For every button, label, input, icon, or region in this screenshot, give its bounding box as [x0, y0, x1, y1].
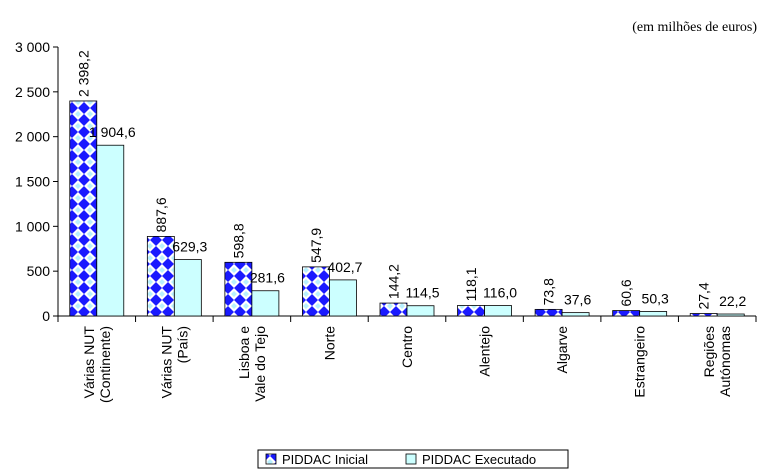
- bar-piddac-executado: [484, 305, 512, 317]
- data-label-inicial: 2 398,2: [75, 50, 91, 97]
- legend-label-executado: PIDDAC Executado: [422, 452, 536, 467]
- data-label-inicial: 887,6: [153, 197, 169, 232]
- y-tick-label: 500: [27, 263, 51, 279]
- x-tick-label: Norte: [321, 326, 337, 360]
- x-tick-label: Alentejo: [477, 326, 493, 377]
- legend: PIDDAC Inicial PIDDAC Executado: [257, 449, 569, 469]
- bar-piddac-inicial: [689, 313, 718, 317]
- data-label-executado: 37,6: [564, 292, 591, 308]
- data-label-executado: 1 904,6: [89, 124, 136, 140]
- bar-piddac-executado: [173, 259, 202, 317]
- units-note: (em milhões de euros): [632, 20, 757, 35]
- bar-piddac-inicial: [457, 305, 485, 317]
- x-tick-label: Estrangeiro: [632, 326, 648, 398]
- data-label-executado: 22,2: [719, 293, 746, 309]
- legend-swatch-inicial: [265, 453, 277, 465]
- legend-swatch-executado: [405, 453, 417, 465]
- data-label-executado: 116,0: [483, 285, 517, 301]
- bar-piddac-inicial: [612, 310, 641, 317]
- x-tick-label: Lisboa e: [236, 326, 252, 379]
- x-tick-label: Regiões: [701, 326, 717, 377]
- data-label-executado: 114,5: [406, 285, 440, 301]
- bar-piddac-inicial: [302, 266, 330, 317]
- x-tick-label: Vale do Tejo: [252, 326, 268, 402]
- bar-piddac-inicial: [379, 302, 408, 317]
- x-tick-label: (Continente): [97, 326, 113, 403]
- data-label-inicial: 598,8: [230, 223, 246, 258]
- bar-piddac-executado: [96, 144, 125, 317]
- y-tick-label: 0: [42, 308, 50, 324]
- y-tick-label: 1 000: [15, 218, 50, 234]
- bar-piddac-inicial: [224, 261, 253, 317]
- data-label-executado: 629,3: [172, 239, 207, 255]
- bar-piddac-executado: [329, 279, 357, 317]
- bar-piddac-inicial: [534, 308, 563, 317]
- x-tick-label: Centro: [399, 326, 415, 368]
- x-tick-label: Autónomas: [717, 326, 733, 397]
- x-tick-label: Algarve: [554, 326, 570, 374]
- data-label-inicial: 60,6: [618, 279, 634, 306]
- data-label-executado: 281,6: [250, 270, 285, 286]
- legend-label-inicial: PIDDAC Inicial: [282, 452, 368, 467]
- data-label-executado: 402,7: [327, 259, 362, 275]
- data-label-inicial: 144,2: [386, 264, 402, 299]
- bar-piddac-inicial: [146, 236, 175, 317]
- x-tick-label: (País): [174, 326, 190, 363]
- bar-piddac-inicial: [69, 100, 98, 317]
- data-label-inicial: 547,9: [308, 228, 324, 263]
- bar-piddac-executado: [716, 313, 745, 317]
- data-label-inicial: 27,4: [696, 282, 712, 309]
- data-label-inicial: 118,1: [463, 267, 479, 301]
- bar-piddac-executado: [251, 290, 280, 317]
- data-label-inicial: 73,8: [541, 278, 557, 305]
- y-tick-label: 2 500: [15, 84, 50, 100]
- data-label-executado: 50,3: [642, 290, 669, 306]
- bar-piddac-executado: [561, 312, 590, 317]
- x-tick-label: Várias NUT: [158, 326, 174, 399]
- y-tick-label: 1 500: [15, 174, 50, 190]
- bar-piddac-executado: [406, 305, 435, 317]
- bar-piddac-executado: [639, 311, 668, 317]
- x-tick-label: Várias NUT: [81, 326, 97, 399]
- y-tick-label: 2 000: [15, 129, 50, 145]
- y-tick-label: 3 000: [15, 39, 50, 55]
